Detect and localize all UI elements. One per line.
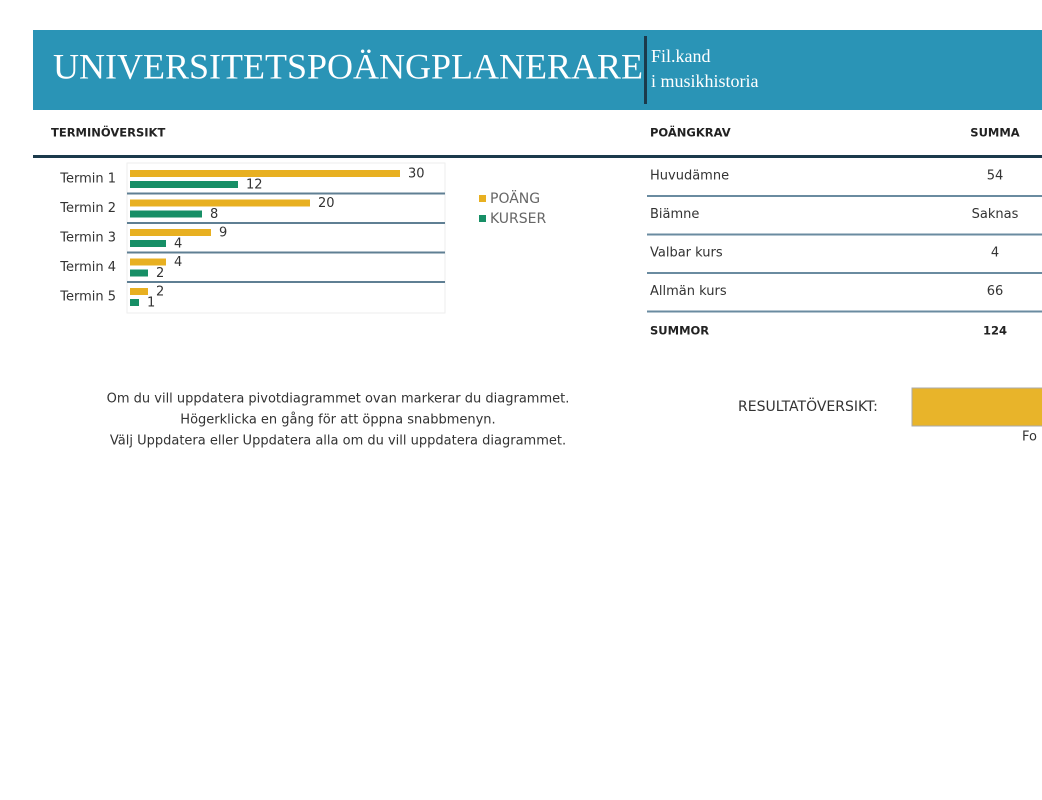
value-label: 30: [408, 167, 425, 182]
bar: [130, 181, 238, 188]
bar: [130, 199, 310, 207]
row-value: 4: [991, 246, 999, 261]
note-line: Högerklicka en gång för att öppna snabbm…: [180, 413, 495, 428]
column-header: SUMMA: [970, 126, 1020, 140]
category-label: Termin 5: [59, 290, 116, 305]
result-footer: Fo: [1022, 430, 1037, 445]
bar: [130, 258, 166, 266]
subtitle: i musikhistoria: [651, 71, 759, 91]
value-label: 12: [246, 178, 263, 193]
bar: [130, 299, 139, 306]
category-label: Termin 1: [59, 172, 116, 187]
divider: [644, 36, 647, 104]
category-label: Termin 4: [59, 260, 116, 275]
note-line: Om du vill uppdatera pivotdiagrammet ova…: [107, 392, 570, 407]
rule: [33, 155, 1042, 158]
subtitle: Fil.kand: [651, 46, 711, 66]
bar: [130, 240, 166, 247]
value-label: 2: [156, 285, 164, 300]
value-label: 4: [174, 237, 182, 252]
value-label: 1: [147, 296, 155, 311]
bar: [130, 210, 202, 218]
row-value: Saknas: [972, 207, 1019, 222]
value-label: 9: [219, 226, 227, 241]
total-label: SUMMOR: [650, 324, 709, 338]
chart-frame: [126, 162, 446, 314]
total-value: 124: [983, 324, 1007, 338]
value-label: 8: [210, 207, 218, 222]
category-label: Termin 3: [59, 231, 116, 246]
row-value: 66: [987, 284, 1004, 299]
legend-label: KURSER: [490, 211, 547, 227]
row-label: Biämne: [650, 207, 699, 222]
legend-swatch: [479, 195, 486, 202]
row-value: 54: [987, 169, 1004, 184]
header-band: [33, 30, 1042, 110]
legend-swatch: [479, 215, 486, 222]
row-label: Valbar kurs: [650, 246, 723, 261]
value-label: 4: [174, 255, 182, 270]
column-header: POÄNGKRAV: [650, 125, 731, 140]
row-label: Allmän kurs: [650, 284, 727, 299]
result-label: RESULTATÖVERSIKT:: [738, 397, 878, 415]
section-label: TERMINÖVERSIKT: [51, 125, 165, 140]
bar: [130, 269, 148, 277]
result-box: [911, 387, 1042, 427]
bar: [130, 229, 211, 236]
bar: [130, 170, 400, 177]
value-label: 2: [156, 266, 164, 281]
category-label: Termin 2: [59, 201, 116, 216]
value-label: 20: [318, 196, 335, 211]
row-label: Huvudämne: [650, 169, 729, 184]
bar: [130, 288, 148, 295]
note-line: Välj Uppdatera eller Uppdatera alla om d…: [110, 434, 566, 449]
title: UNIVERSITETSPOÄNGPLANERARE: [53, 46, 643, 86]
legend-label: POÄNG: [490, 189, 540, 207]
